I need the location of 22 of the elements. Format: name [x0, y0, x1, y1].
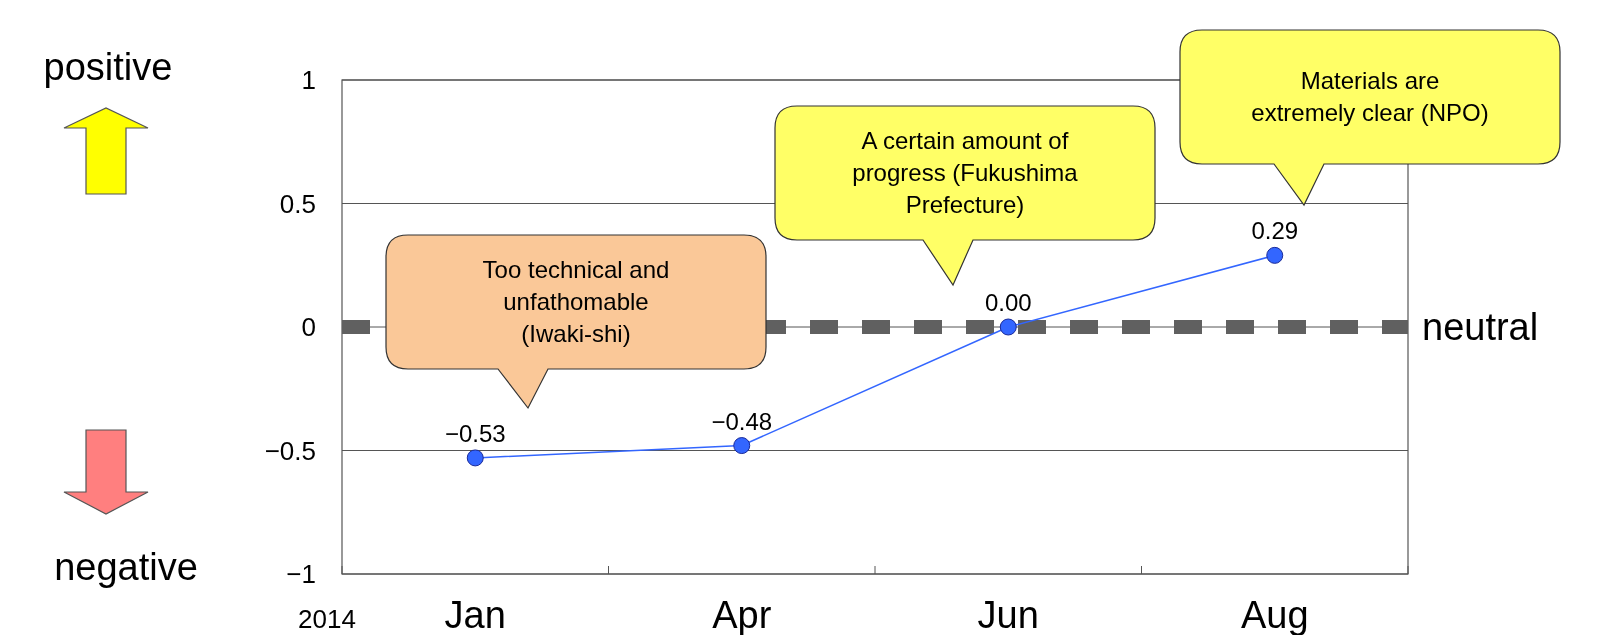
- point: [1266, 246, 1284, 264]
- ref-line-label: neutral: [1422, 306, 1539, 348]
- point: [733, 437, 751, 455]
- data-label: −0.53: [444, 419, 506, 447]
- y-tick-label: −0.5: [264, 435, 316, 466]
- y-tick-label: 0.5: [279, 188, 316, 219]
- x-tick-label: Jan: [444, 594, 506, 636]
- text: positive: [43, 46, 173, 88]
- annotation: Materials are extremely clear (NPO): [1251, 67, 1489, 126]
- annotation: Too technical and unfathomable (Iwaki-shi): [482, 256, 670, 347]
- y-tick-label: 1: [301, 65, 316, 95]
- text: 2014: [298, 604, 356, 634]
- text: negative: [54, 546, 198, 588]
- point: [466, 449, 484, 467]
- x-tick-label: Jun: [977, 594, 1039, 636]
- data-label: 0.29: [1251, 217, 1299, 245]
- y-tick-label: −1: [286, 559, 316, 589]
- data-label: 0.00: [984, 289, 1032, 316]
- point: [999, 318, 1017, 336]
- data-label: −0.48: [711, 407, 773, 435]
- y-tick-label: 0: [301, 312, 316, 342]
- annotation: A certain amount of progress (Fukushima Prefecture): [852, 127, 1079, 218]
